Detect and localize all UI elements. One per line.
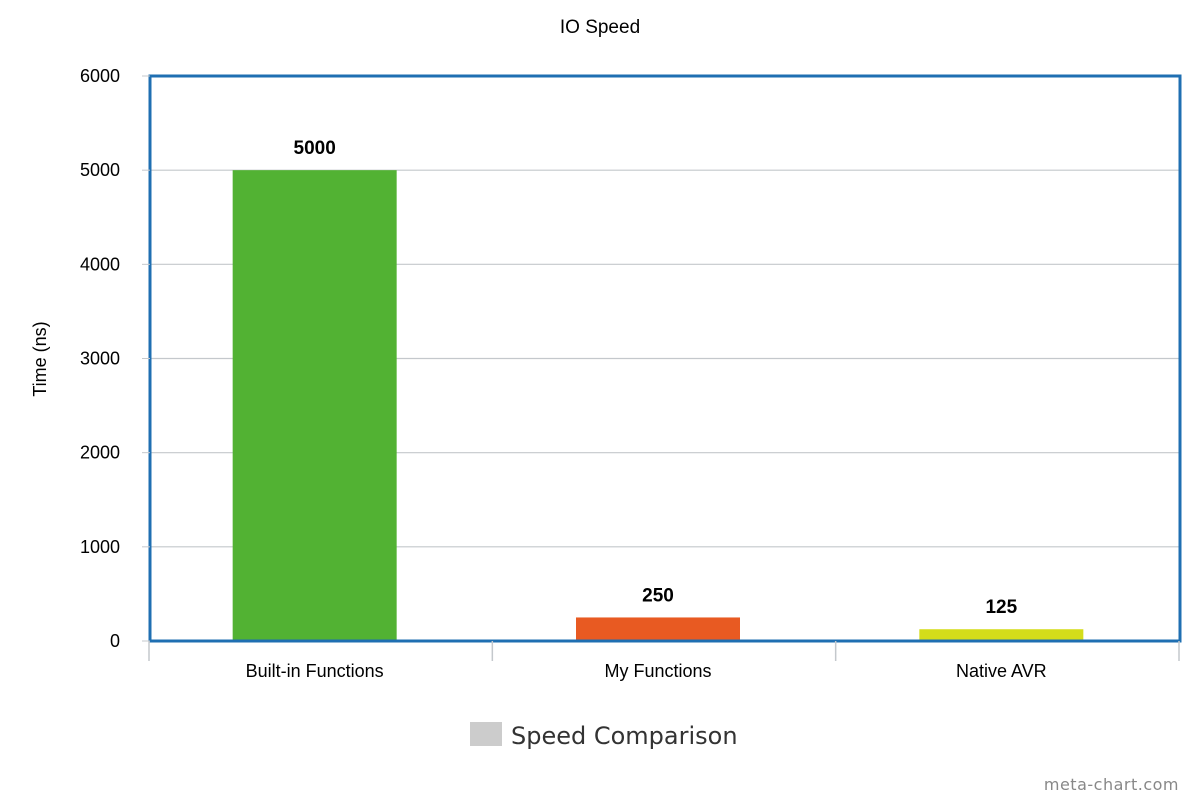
legend-label: Speed Comparison — [511, 722, 738, 750]
y-tick-label: 0 — [110, 631, 120, 651]
data-label: 125 — [985, 597, 1017, 618]
bar-my-functions[interactable] — [576, 617, 740, 641]
data-labels: 5000 250 125 — [294, 138, 1018, 618]
y-tick-label: 3000 — [80, 349, 120, 369]
bar-native-avr[interactable] — [919, 629, 1084, 641]
chart-title: IO Speed — [560, 17, 640, 38]
x-axis: Built-in Functions My Functions Native AVR — [148, 641, 1180, 681]
y-axis-label: Time (ns) — [30, 321, 50, 396]
y-tick-label: 4000 — [80, 254, 120, 274]
x-tick-label: My Functions — [604, 661, 711, 681]
bar-built-in-functions[interactable] — [232, 170, 397, 641]
data-label: 5000 — [294, 138, 336, 159]
y-tick-label: 2000 — [80, 443, 120, 463]
data-label: 250 — [642, 585, 674, 606]
y-tick-label: 1000 — [80, 537, 120, 557]
y-tick-label: 6000 — [80, 66, 120, 86]
y-tick-label: 5000 — [80, 160, 120, 180]
x-tick-label: Built-in Functions — [246, 661, 384, 681]
watermark[interactable]: meta-chart.com — [1044, 775, 1179, 794]
legend-swatch — [470, 722, 502, 746]
x-tick-label: Native AVR — [956, 661, 1047, 681]
y-axis-ticks: 0 1000 2000 3000 4000 5000 6000 — [80, 66, 150, 651]
legend[interactable]: Speed Comparison — [470, 722, 738, 750]
bars — [232, 170, 1084, 641]
